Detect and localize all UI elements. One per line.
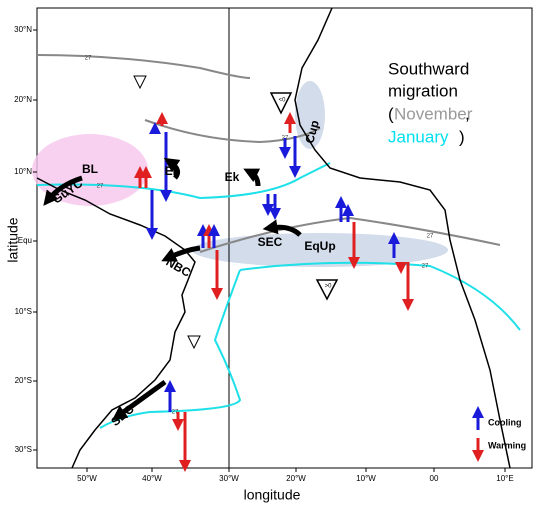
title-line: Southward: [388, 59, 469, 78]
equp-region: [192, 233, 448, 267]
y-tick-label: 10°N: [14, 167, 32, 176]
sign-label: <0: [279, 98, 287, 104]
y-tick-label: 20°S: [15, 376, 32, 385]
isotherm-label: 27: [85, 56, 92, 62]
y-tick-label: 30°S: [15, 445, 32, 454]
y-tick-label: 10°S: [15, 307, 32, 316]
current-label: Ek: [225, 170, 240, 184]
isotherm-label: 27: [427, 234, 434, 240]
y-tick-label: Equ: [18, 236, 32, 245]
sign-triangles: [133, 75, 339, 350]
title-part: ): [459, 127, 465, 146]
isotherm-label: 27: [422, 264, 429, 270]
current-arrows: [43, 157, 302, 421]
isotherm-label: 27: [282, 136, 289, 142]
isotherm-label: 27: [172, 410, 179, 416]
cup-region: [295, 81, 325, 149]
title-part: ,: [465, 104, 470, 123]
isotherms: [36, 54, 521, 429]
title-part: (: [388, 104, 394, 123]
title-part: November: [394, 104, 473, 123]
x-axis-label: longitude: [244, 487, 301, 503]
y-tick-label: 30°N: [14, 25, 32, 34]
isotherm-label: 27: [97, 184, 104, 190]
x-tick-label: 10°E: [496, 474, 513, 483]
legend-label: Cooling: [488, 417, 522, 427]
x-tick-label: 10°W: [356, 474, 376, 483]
current-label: SEC: [258, 235, 283, 249]
title-part: January: [388, 127, 449, 146]
x-tick-label: 20°W: [286, 474, 306, 483]
x-tick-label: 40°W: [142, 474, 162, 483]
x-tick-label: 50°W: [77, 474, 97, 483]
current-label: Cup: [302, 119, 322, 145]
x-tick-label: 00: [430, 474, 439, 483]
legend-label: Warming: [488, 440, 526, 450]
sign-label: >0: [325, 284, 333, 290]
current-label: EqUp: [304, 239, 335, 253]
current-label: BL: [82, 162, 98, 176]
y-tick-label: 20°N: [14, 95, 32, 104]
y-axis-label: latitude: [5, 217, 21, 262]
current-label: Ek: [165, 164, 180, 178]
x-tick-label: 30°W: [219, 474, 239, 483]
title-line: migration: [388, 81, 458, 100]
anomaly-arrows: [134, 112, 414, 472]
map-frame: [36, 7, 533, 469]
